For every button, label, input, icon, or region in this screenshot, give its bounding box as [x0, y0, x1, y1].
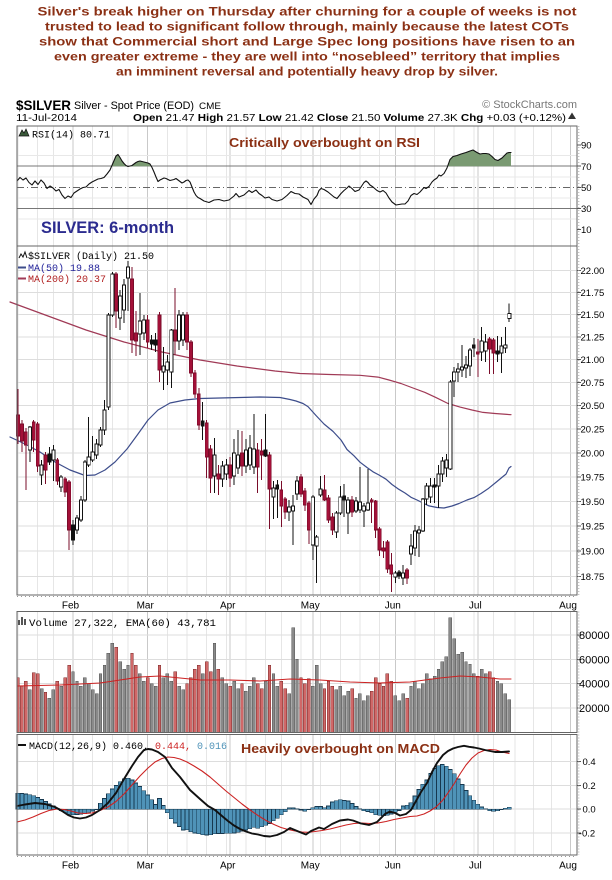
svg-text:Open 21.47 High 21.57 Low 21.4: Open 21.47 High 21.57 Low 21.42 Close 21… — [133, 113, 566, 124]
svg-text:© StockCharts.com: © StockCharts.com — [482, 99, 577, 111]
svg-text:$SILVER (Daily) 21.50: $SILVER (Daily) 21.50 — [28, 251, 154, 263]
svg-text:Jul: Jul — [469, 861, 482, 872]
svg-text:19.25: 19.25 — [581, 521, 605, 532]
svg-text:10: 10 — [581, 225, 592, 236]
svg-text:SILVER: 6-month: SILVER: 6-month — [41, 218, 174, 237]
svg-text:MACD(12,26,9) 0.460, 0.444, 0.: MACD(12,26,9) 0.460, 0.444, 0.016 — [29, 741, 227, 753]
svg-text:Jul: Jul — [469, 601, 482, 612]
svg-text:show that Commercial short and: show that Commercial short and Large Spe… — [39, 35, 575, 49]
svg-text:CME: CME — [199, 101, 221, 112]
svg-text:0.2: 0.2 — [583, 781, 596, 792]
svg-text:$SILVER: $SILVER — [16, 97, 71, 113]
svg-text:21.25: 21.25 — [581, 332, 605, 343]
svg-text:Mar: Mar — [137, 601, 155, 612]
svg-text:Silver - Spot Price (EOD): Silver - Spot Price (EOD) — [74, 100, 194, 112]
svg-text:80000: 80000 — [579, 630, 610, 642]
svg-text:19.50: 19.50 — [581, 497, 605, 508]
svg-text:Volume 27,322, EMA(60) 43,781: Volume 27,322, EMA(60) 43,781 — [29, 618, 216, 630]
svg-text:RSI(14) 80.71: RSI(14) 80.71 — [32, 130, 110, 142]
svg-text:May: May — [301, 601, 320, 612]
svg-text:Apr: Apr — [220, 861, 236, 872]
svg-text:Feb: Feb — [62, 861, 80, 872]
svg-text:70: 70 — [581, 162, 592, 173]
svg-text:60000: 60000 — [579, 654, 610, 666]
svg-text:0.0: 0.0 — [583, 805, 596, 816]
svg-text:Jun: Jun — [385, 601, 401, 612]
svg-text:20.75: 20.75 — [581, 378, 605, 389]
svg-text:0.4: 0.4 — [583, 757, 596, 768]
svg-text:MA(50) 19.88: MA(50) 19.88 — [28, 263, 100, 275]
svg-text:22.00: 22.00 — [581, 266, 605, 277]
svg-text:Feb: Feb — [62, 601, 80, 612]
svg-text:20.25: 20.25 — [581, 425, 605, 436]
svg-text:Mar: Mar — [137, 861, 155, 872]
svg-text:19.75: 19.75 — [581, 472, 605, 483]
svg-text:trusted to lead to significant: trusted to lead to significant follow th… — [45, 20, 569, 34]
svg-text:19.00: 19.00 — [581, 546, 605, 557]
svg-text:an imminent reversal and poten: an imminent reversal and potentially hea… — [116, 65, 498, 79]
svg-text:May: May — [301, 861, 320, 872]
svg-text:MA(200) 20.37: MA(200) 20.37 — [28, 274, 106, 286]
svg-text:Critically overbought on RSI: Critically overbought on RSI — [229, 135, 420, 150]
svg-text:50: 50 — [581, 183, 592, 194]
svg-text:Aug: Aug — [559, 861, 577, 872]
svg-text:Apr: Apr — [220, 601, 236, 612]
svg-text:Silver's break higher on Thurs: Silver's break higher on Thursday after … — [38, 5, 577, 19]
svg-text:21.50: 21.50 — [581, 310, 605, 321]
svg-text:18.75: 18.75 — [581, 572, 605, 583]
svg-text:21.75: 21.75 — [581, 288, 605, 299]
svg-text:21.00: 21.00 — [581, 355, 605, 366]
svg-text:90: 90 — [581, 141, 592, 152]
svg-text:Aug: Aug — [559, 601, 577, 612]
svg-text:-0.2: -0.2 — [579, 829, 595, 840]
svg-text:30: 30 — [581, 204, 592, 215]
svg-text:20.50: 20.50 — [581, 401, 605, 412]
svg-text:Heavily overbought on MACD: Heavily overbought on MACD — [241, 741, 440, 756]
svg-text:Jun: Jun — [385, 861, 401, 872]
svg-text:40000: 40000 — [579, 679, 610, 691]
svg-text:even greater extreme - they ar: even greater extreme - they are well int… — [54, 50, 560, 64]
svg-text:20.00: 20.00 — [581, 448, 605, 459]
svg-text:20000: 20000 — [579, 703, 610, 715]
svg-text:11-Jul-2014: 11-Jul-2014 — [16, 112, 77, 124]
